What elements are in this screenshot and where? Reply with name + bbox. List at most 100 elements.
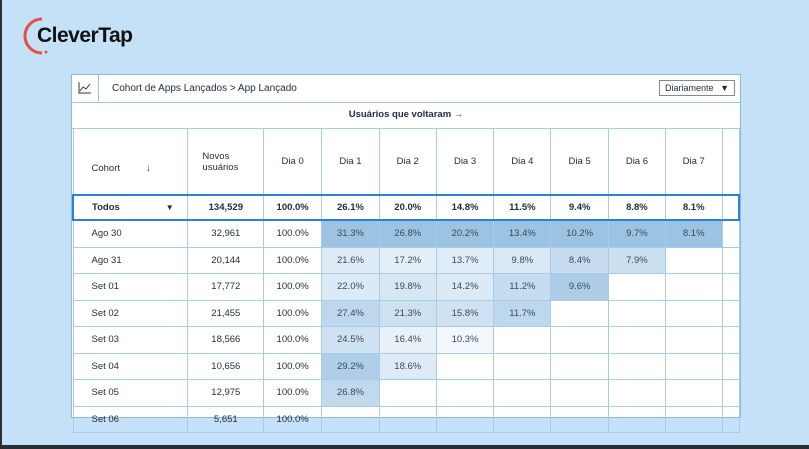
retention-cell: 10.3% [435, 326, 495, 354]
new-users: 5,651 [187, 405, 265, 433]
retention-cell: 9.7% [608, 219, 666, 248]
retention-cell: 9.8% [493, 246, 552, 274]
column-header: Dia 6 [608, 128, 666, 196]
interval-dropdown[interactable]: Diariamente ▼ [659, 80, 735, 96]
retention-cell: 100.0% [263, 219, 323, 248]
cohort-table: Cohort ↓ Novos usuários Dia 0 Dia 1 Dia 2 Dia … [72, 128, 740, 433]
retention-cell: 27.4% [321, 299, 380, 327]
retention-cell: 14.2% [435, 273, 495, 301]
new-users: 18,566 [187, 326, 265, 354]
new-users: 21,455 [187, 299, 265, 327]
empty-cell [550, 299, 610, 327]
empty-cell [721, 194, 740, 221]
empty-cell [493, 352, 552, 380]
retention-cell: 24.5% [321, 326, 380, 354]
retention-cell: 100.0% [263, 246, 323, 274]
table-row: Set 01 17,772 100.0% 22.0% 19.8% 14.2% 11.2% 9.… [72, 273, 740, 301]
cohort-label: Todos [92, 202, 120, 213]
trend-chart-icon[interactable] [72, 75, 99, 101]
empty-cell [721, 326, 740, 354]
cohort-date: Set 02 [72, 299, 189, 327]
cohort-card: Cohort de Apps Lançados > App Lançado Di… [71, 74, 741, 433]
table-row: Set 06 5,651 100.0% [72, 405, 740, 433]
cohort-date: Ago 30 [72, 219, 189, 248]
new-users: 32,961 [187, 219, 265, 248]
column-header: Dia 3 [435, 128, 495, 196]
retention-cell: 100.0% [263, 299, 323, 327]
retention-cell: 11.5% [493, 194, 552, 221]
caret-down-icon: ▼ [720, 83, 729, 93]
report-title: Cohort de Apps Lançados > App Lançado [112, 83, 297, 94]
retention-cell: 19.8% [378, 273, 437, 301]
empty-cell [608, 326, 666, 354]
column-header: Dia 4 [493, 128, 552, 196]
column-header: Dia 2 [378, 128, 437, 196]
retention-cell: 100.0% [263, 379, 323, 407]
empty-cell [664, 352, 723, 380]
empty-cell [493, 326, 552, 354]
retention-cell: 9.4% [550, 194, 610, 221]
retention-cell: 20.2% [435, 219, 495, 248]
empty-cell [608, 405, 666, 433]
empty-cell [321, 405, 380, 433]
retention-cell: 15.8% [435, 299, 495, 327]
retention-cell: 100.0% [263, 194, 323, 221]
retention-cell: 20.0% [378, 194, 437, 221]
new-users: 12,975 [187, 379, 265, 407]
empty-cell [378, 405, 437, 433]
retention-cell: 22.0% [321, 273, 380, 301]
empty-cell [608, 352, 666, 380]
retention-cell: 10.2% [550, 219, 610, 248]
window-edge [0, 0, 2, 449]
new-users: 10,656 [187, 352, 265, 380]
retention-cell: 26.1% [321, 194, 380, 221]
table-row: Set 04 10,656 100.0% 29.2% 18.6% [72, 352, 740, 380]
retention-cell: 7.9% [608, 246, 666, 274]
retention-cell: 31.3% [321, 219, 380, 248]
table-row: Set 03 18,566 100.0% 24.5% 16.4% 10.3% [72, 326, 740, 354]
empty-cell [378, 379, 437, 407]
cohort-date: Set 06 [72, 405, 189, 433]
brand-name: CleverTap [37, 24, 133, 47]
column-header: Dia 5 [550, 128, 610, 196]
new-users: 134,529 [187, 194, 265, 221]
retention-cell: 21.6% [321, 246, 380, 274]
cohort-selector[interactable]: Todos ▼ [72, 194, 189, 221]
cohort-date: Ago 31 [72, 246, 189, 274]
empty-cell [493, 405, 552, 433]
empty-cell [550, 405, 610, 433]
empty-cell [721, 219, 740, 248]
card-header: Cohort de Apps Lançados > App Lançado Di… [72, 75, 740, 103]
retention-cell: 17.2% [378, 246, 437, 274]
column-header: Dia 1 [321, 128, 380, 196]
empty-cell [608, 299, 666, 327]
empty-cell [721, 405, 740, 433]
interval-value: Diariamente [665, 83, 714, 93]
empty-cell [550, 379, 610, 407]
empty-cell [664, 326, 723, 354]
cohort-date: Set 01 [72, 273, 189, 301]
column-header[interactable]: Cohort ↓ [72, 128, 189, 196]
retention-cell: 100.0% [263, 326, 323, 354]
retention-cell: 8.4% [550, 246, 610, 274]
empty-cell [721, 273, 740, 301]
empty-cell [493, 379, 552, 407]
retention-cell: 18.6% [378, 352, 437, 380]
retention-cell: 21.3% [378, 299, 437, 327]
empty-cell [664, 246, 723, 274]
sort-arrow-icon[interactable]: ↓ [146, 163, 151, 174]
table-row: Set 05 12,975 100.0% 26.8% [72, 379, 740, 407]
returned-users-label: Usuários que voltaram → [72, 102, 740, 129]
totals-row[interactable]: Todos ▼ 134,529 100.0% 26.1% 20.0% 14.8% 11.5% 9… [72, 194, 740, 221]
retention-cell: 8.1% [664, 194, 723, 221]
retention-cell: 100.0% [263, 273, 323, 301]
empty-cell [664, 273, 723, 301]
logo-arc-icon [23, 17, 48, 55]
retention-cell: 11.2% [493, 273, 552, 301]
column-label: Cohort [91, 163, 121, 174]
retention-cell: 26.8% [321, 379, 380, 407]
empty-cell [435, 379, 495, 407]
new-users: 20,144 [187, 246, 265, 274]
empty-cell [435, 352, 495, 380]
empty-cell [608, 379, 666, 407]
